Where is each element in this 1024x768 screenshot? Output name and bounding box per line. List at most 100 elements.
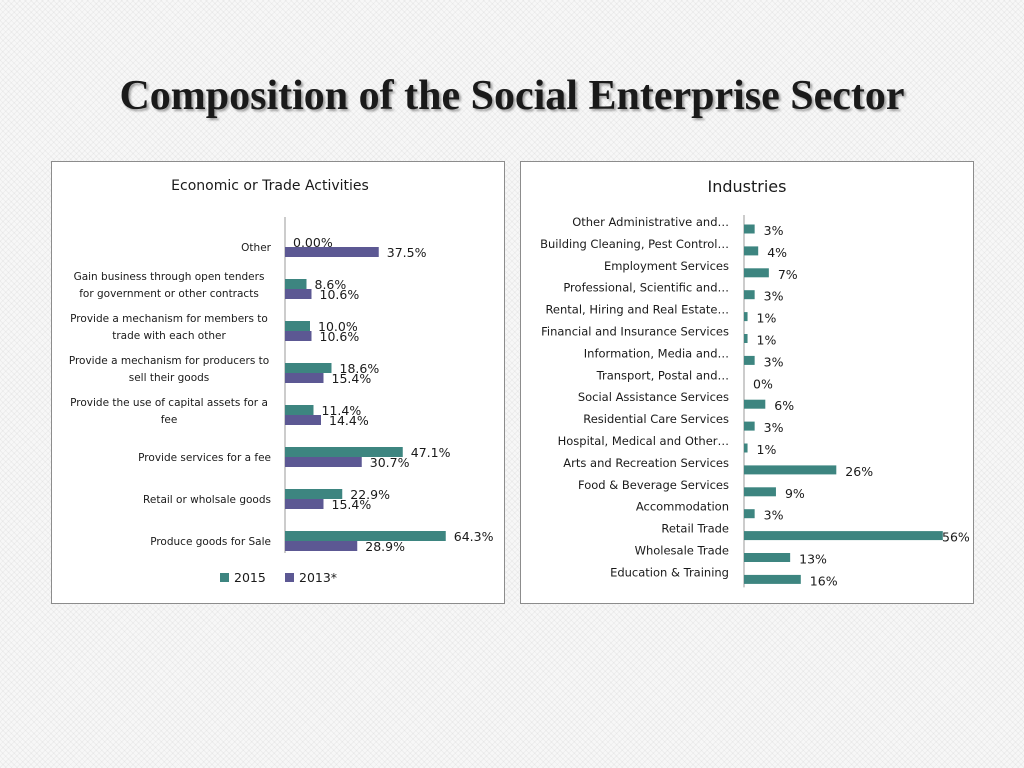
bar-industry-4: [744, 312, 748, 322]
category-label: Education & Training: [610, 565, 729, 579]
industries-chart: Industries Other Administrative and… 3% Bui…: [540, 177, 970, 588]
bar-2015-6: [285, 489, 343, 499]
data-label: 1%: [757, 442, 777, 457]
chart-title: Industries: [708, 177, 787, 196]
legend-swatch-2015: [220, 573, 229, 582]
bar-industry-9: [744, 421, 755, 431]
bar-industry-10: [744, 443, 748, 453]
category-label: Other Administrative and…: [572, 215, 729, 229]
category-label: Social Assistance Services: [578, 390, 729, 404]
bar-industry-8: [744, 399, 766, 409]
bar-industry-3: [744, 290, 755, 300]
data-label: 3%: [764, 223, 784, 238]
data-label: 0%: [753, 376, 773, 391]
data-label: 3%: [764, 289, 784, 304]
data-label-2013: 10.6%: [320, 287, 360, 302]
bar-2015-3: [285, 363, 332, 373]
data-label: 1%: [757, 333, 777, 348]
bar-2015-2: [285, 321, 310, 331]
data-label-2015: 47.1%: [411, 445, 451, 460]
data-label-2013: 30.7%: [370, 455, 410, 470]
bar-industry-14: [744, 531, 943, 541]
bar-industry-0: [744, 224, 755, 234]
data-label: 1%: [757, 311, 777, 326]
data-label: 6%: [774, 398, 794, 413]
bar-industry-11: [744, 465, 837, 475]
data-label: 3%: [764, 508, 784, 523]
category-label: for government or other contracts: [79, 288, 259, 300]
bar-2013-7: [285, 541, 358, 551]
bar-2013-1: [285, 289, 312, 299]
data-label: 9%: [785, 486, 805, 501]
category-label: Provide the use of capital assets for a: [70, 397, 268, 409]
data-label-2015: 11.4%: [322, 403, 362, 418]
category-label: Building Cleaning, Pest Control…: [540, 237, 729, 251]
bar-industry-1: [744, 246, 759, 256]
bar-industry-16: [744, 574, 801, 584]
bar-2015-7: [285, 531, 446, 541]
industries-chart-panel: Industries Other Administrative and… 3% Bui…: [520, 161, 974, 604]
data-label-2013: 10.6%: [320, 329, 360, 344]
bar-2015-5: [285, 447, 403, 457]
data-label-2013: 37.5%: [387, 245, 427, 260]
category-label: Produce goods for Sale: [150, 536, 271, 548]
category-label: Accommodation: [636, 500, 729, 514]
data-label-2015: 0.00%: [293, 235, 333, 250]
trade-activities-chart-panel: Economic or Trade Activities Other 0.00% 37…: [51, 161, 505, 604]
legend-swatch-2013: [285, 573, 294, 582]
category-label: Gain business through open tenders: [74, 271, 265, 283]
data-label: 56%: [942, 530, 970, 545]
trade-activities-chart: Economic or Trade Activities Other 0.00% 37…: [69, 178, 494, 585]
data-label-2013: 28.9%: [365, 539, 405, 554]
category-label: Information, Media and…: [584, 346, 729, 360]
bar-2013-3: [285, 373, 324, 383]
bar-industry-13: [744, 509, 755, 519]
legend-label-2015: 2015: [234, 570, 266, 585]
data-label: 13%: [799, 552, 827, 567]
data-label-2015: 18.6%: [340, 361, 380, 376]
bar-industry-12: [744, 487, 776, 497]
category-label: Rental, Hiring and Real Estate…: [545, 303, 729, 317]
data-label: 26%: [845, 464, 873, 479]
bar-2015-1: [285, 279, 307, 289]
category-label: Professional, Scientific and…: [563, 281, 729, 295]
category-label: Transport, Postal and…: [596, 368, 729, 382]
data-label-2013: 15.4%: [332, 371, 372, 386]
bar-2015-4: [285, 405, 314, 415]
bar-2013-4: [285, 415, 321, 425]
category-label: Employment Services: [604, 259, 729, 273]
bar-2013-5: [285, 457, 362, 467]
category-label: Wholesale Trade: [635, 544, 729, 558]
category-label: Hospital, Medical and Other…: [558, 434, 729, 448]
bar-industry-2: [744, 268, 769, 278]
bar-2013-0: [285, 247, 379, 257]
data-label: 16%: [810, 573, 838, 588]
data-label-2013: 14.4%: [329, 413, 369, 428]
category-label: Retail or wholsale goods: [143, 494, 271, 506]
data-label: 7%: [778, 267, 798, 282]
category-label: Provide a mechanism for members to: [70, 313, 268, 325]
data-label-2015: 10.0%: [318, 319, 358, 334]
data-label-2013: 15.4%: [332, 497, 372, 512]
category-label: Other: [241, 242, 271, 254]
category-label: Food & Beverage Services: [578, 478, 729, 492]
bar-industry-15: [744, 553, 791, 562]
category-label: sell their goods: [129, 372, 210, 384]
data-label-2015: 22.9%: [350, 487, 390, 502]
category-label: Provide a mechanism for producers to: [69, 355, 269, 367]
data-label-2015: 64.3%: [454, 529, 494, 544]
bar-industry-6: [744, 355, 755, 365]
category-label: Residential Care Services: [583, 412, 729, 426]
chart-title: Economic or Trade Activities: [171, 178, 369, 194]
data-label: 3%: [764, 354, 784, 369]
data-label: 4%: [767, 245, 787, 260]
slide-title: Composition of the Social Enterprise Sec…: [119, 73, 905, 119]
bar-industry-5: [744, 334, 748, 343]
bar-2013-2: [285, 331, 312, 341]
category-label: fee: [161, 414, 178, 426]
category-label: Provide services for a fee: [138, 452, 271, 464]
category-label: Retail Trade: [661, 522, 729, 536]
category-label: trade with each other: [112, 330, 226, 342]
data-label: 3%: [764, 420, 784, 435]
category-label: Arts and Recreation Services: [563, 456, 729, 470]
